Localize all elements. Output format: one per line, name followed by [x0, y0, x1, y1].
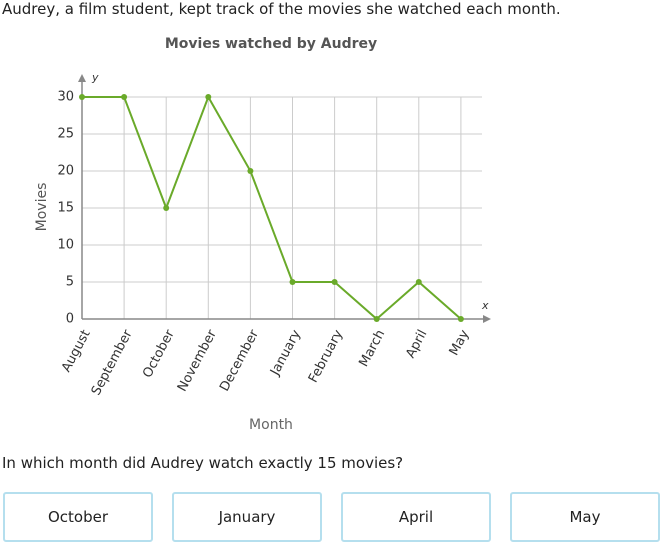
x-tick-label: December: [217, 327, 262, 394]
data-point: [331, 279, 338, 285]
answer-choice[interactable]: October: [3, 492, 153, 542]
data-point: [247, 168, 254, 174]
intro-text: Audrey, a film student, kept track of th…: [2, 0, 561, 18]
y-tick-label: 0: [66, 312, 74, 327]
chart-title: Movies watched by Audrey: [165, 36, 377, 52]
answer-choice[interactable]: May: [510, 492, 660, 542]
data-point: [163, 205, 170, 211]
x-tick-label: November: [175, 327, 220, 394]
x-axis-symbol: x: [481, 299, 489, 312]
x-axis-label: Month: [249, 417, 293, 433]
y-tick-label: 20: [57, 164, 74, 179]
y-axis-arrow: [78, 74, 86, 82]
x-tick-label: April: [403, 327, 430, 360]
x-tick-label: August: [59, 327, 94, 374]
x-tick-label: September: [89, 327, 136, 398]
x-axis-arrow: [483, 315, 491, 323]
y-axis-symbol: y: [91, 71, 99, 84]
chart: Movies watched by Audrey Month Movies y …: [34, 36, 491, 433]
answer-choice[interactable]: January: [172, 492, 322, 542]
y-tick-label: 10: [57, 238, 74, 253]
y-tick-label: 15: [57, 201, 74, 216]
data-point: [457, 316, 464, 322]
data-point: [121, 94, 128, 100]
x-tick-label: May: [447, 327, 473, 358]
y-tick-label: 25: [57, 127, 74, 142]
answer-choice[interactable]: April: [341, 492, 491, 542]
data-point: [289, 279, 296, 285]
y-axis-label: Movies: [34, 183, 50, 232]
data-point: [205, 94, 212, 100]
data-point: [79, 94, 85, 100]
question-text: In which month did Audrey watch exactly …: [2, 454, 404, 472]
data-point: [373, 316, 380, 322]
data-line: [82, 94, 462, 321]
x-tick-label: October: [140, 327, 178, 381]
y-tick-label: 30: [57, 90, 74, 105]
data-point: [415, 279, 422, 285]
x-tick-label: March: [356, 327, 388, 369]
y-tick-label: 5: [66, 275, 74, 290]
x-tick-label: February: [306, 327, 346, 385]
x-tick-label: January: [267, 327, 304, 379]
